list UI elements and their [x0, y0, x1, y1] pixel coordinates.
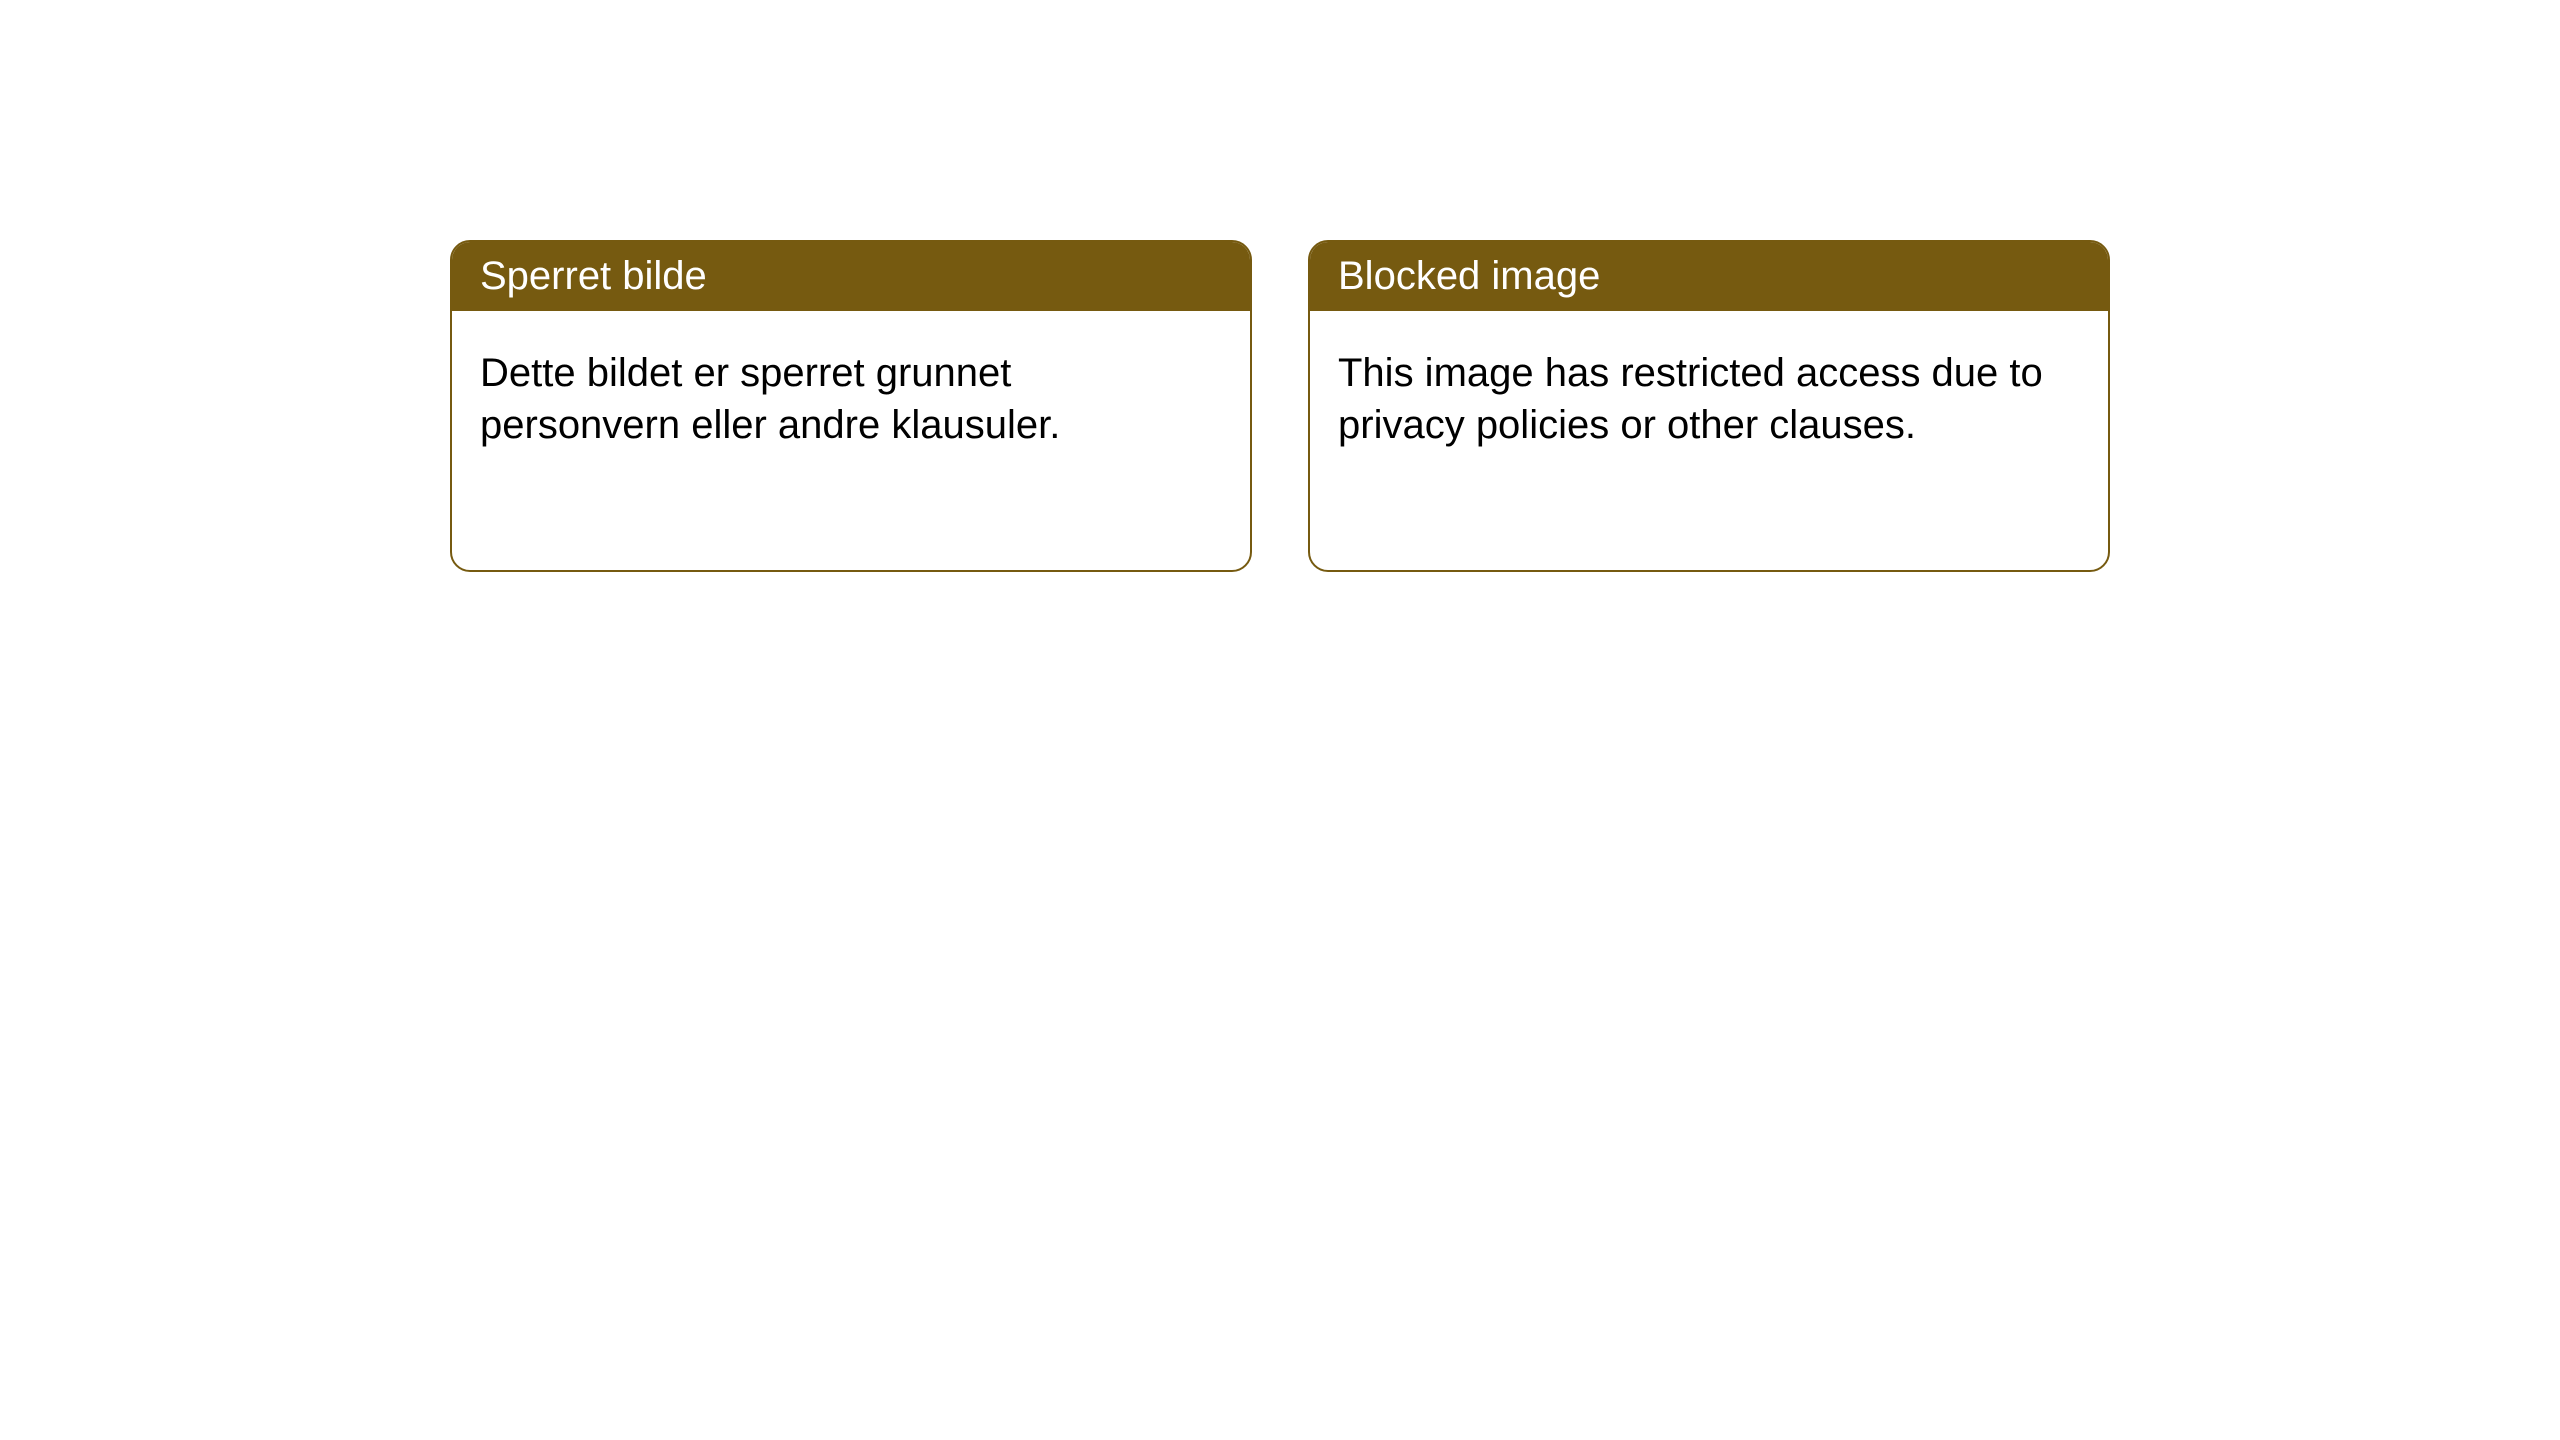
- notice-title: Blocked image: [1338, 254, 1600, 298]
- notice-title: Sperret bilde: [480, 254, 707, 298]
- notice-header: Sperret bilde: [452, 242, 1250, 311]
- notice-body: This image has restricted access due to …: [1310, 311, 2108, 487]
- notice-header: Blocked image: [1310, 242, 2108, 311]
- notice-container: Sperret bilde Dette bildet er sperret gr…: [0, 0, 2560, 572]
- notice-text: Dette bildet er sperret grunnet personve…: [480, 351, 1060, 447]
- notice-text: This image has restricted access due to …: [1338, 351, 2043, 447]
- notice-card-norwegian: Sperret bilde Dette bildet er sperret gr…: [450, 240, 1252, 572]
- notice-card-english: Blocked image This image has restricted …: [1308, 240, 2110, 572]
- notice-body: Dette bildet er sperret grunnet personve…: [452, 311, 1250, 487]
